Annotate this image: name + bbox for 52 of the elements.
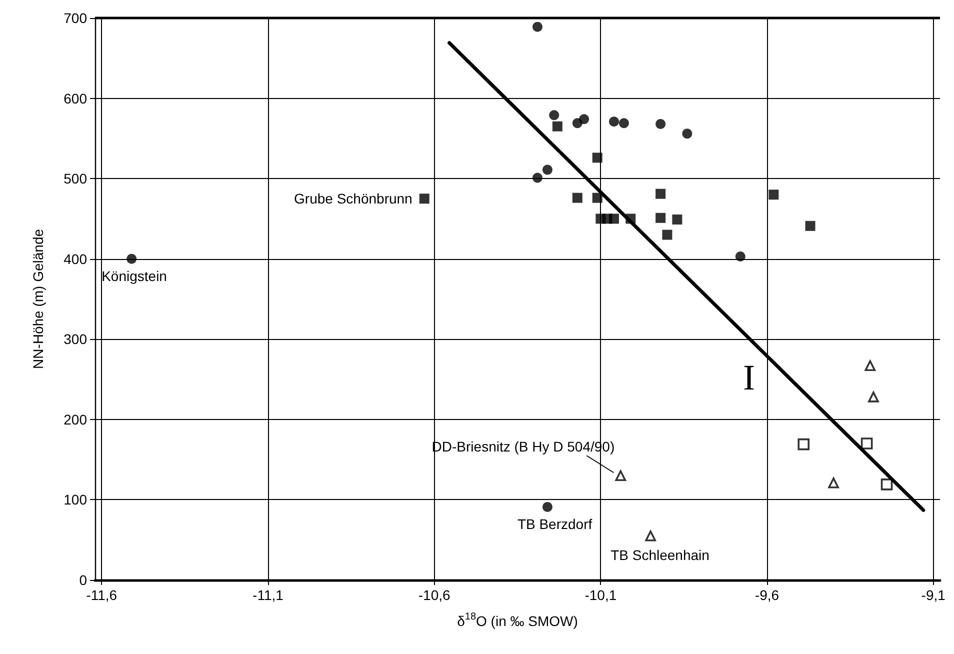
point [656,118,666,129]
point [798,438,810,450]
point [618,118,629,128]
point [864,360,876,372]
y-tick-label: 600 [64,90,88,106]
point [662,230,672,240]
annotation: TB Berzdorf [517,516,592,532]
y-axis-title: NN-Höhe (m) Gelände [30,228,46,370]
point [868,392,879,402]
point [615,470,626,482]
y-tick-label: 400 [64,250,88,267]
point [645,530,656,542]
point [828,477,839,488]
point [549,110,560,120]
point [419,194,430,204]
point [542,502,552,512]
y-tick-label: 100 [64,492,88,508]
point [880,478,893,490]
point [552,121,562,132]
x-tick-label: -10,6 [418,587,450,603]
y-tick-label: 700 [64,10,88,26]
point [860,438,873,450]
point [532,172,542,183]
point [608,116,619,127]
x-tick-label: -11,1 [252,587,284,603]
point [572,192,582,203]
x-tick-label: -10,1 [584,587,617,603]
point [579,114,590,124]
annotation: I [743,358,756,398]
y-tick-label: 200 [64,411,88,428]
point [682,128,692,139]
point [805,220,816,231]
point [768,190,779,200]
point [656,212,666,223]
y-tick-label: 500 [64,170,88,187]
y-tick-label: 0 [79,572,88,588]
x-tick-label: -9,6 [754,587,780,603]
point [592,152,602,163]
point [592,192,602,203]
point [542,164,552,175]
point [126,254,137,264]
x-tick-label: -9,1 [921,587,946,603]
point [656,188,666,199]
point [672,214,682,225]
annotation: Grube Schönbrunn [294,190,412,207]
annotation: Königstein [102,268,167,284]
x-tick-label: -11,6 [86,587,118,603]
annotation: TB Schleenhain [610,546,710,563]
point [608,214,619,224]
point [532,22,542,32]
point [735,251,746,262]
y-tick-label: 300 [64,331,88,348]
